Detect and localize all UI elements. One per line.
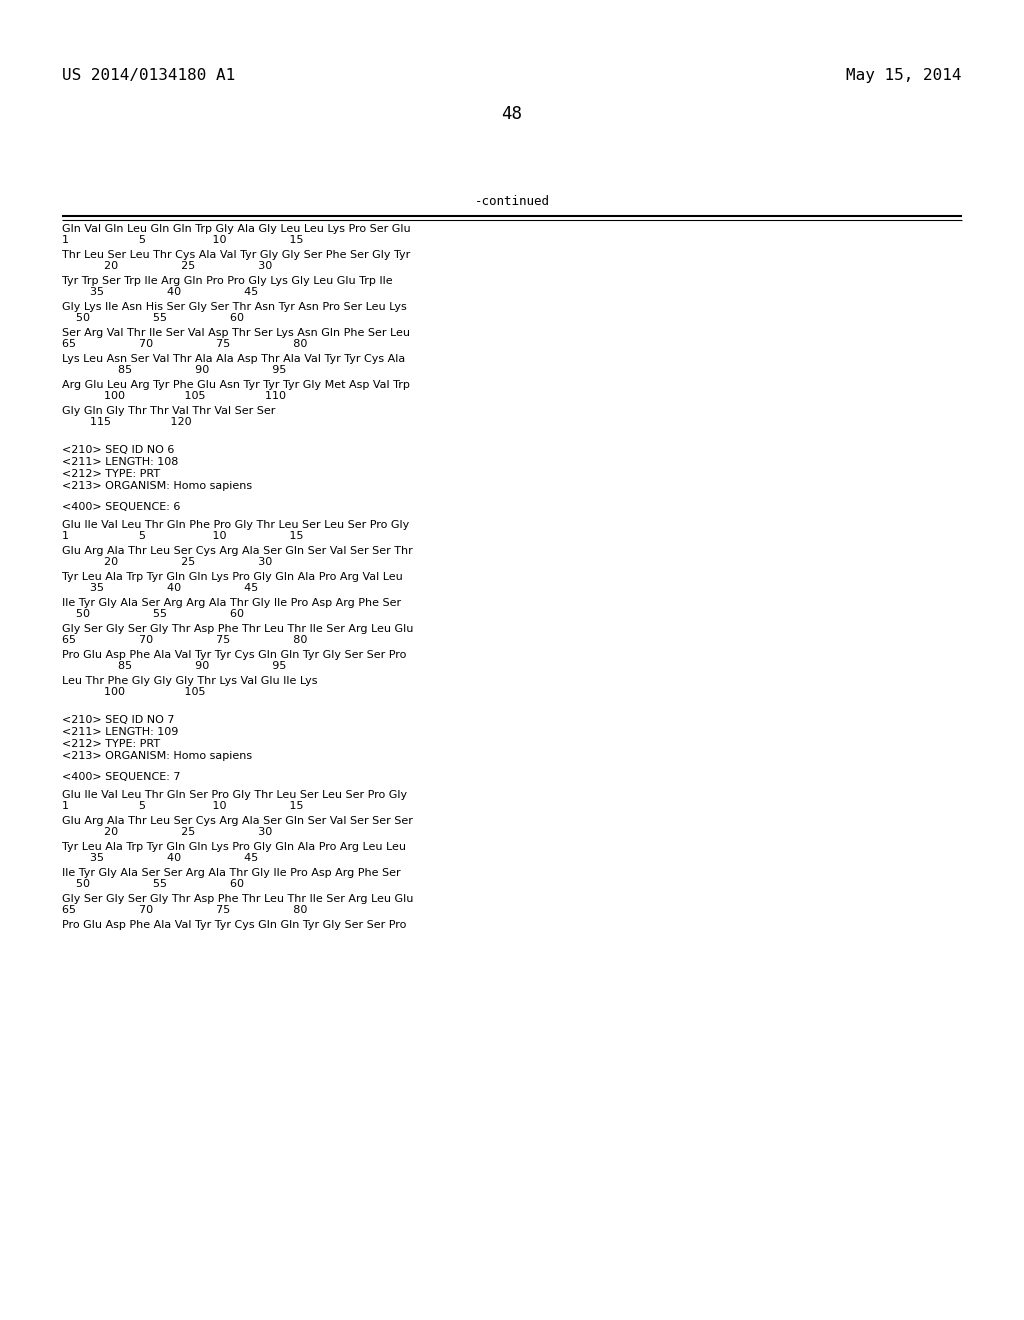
- Text: Gln Val Gln Leu Gln Gln Trp Gly Ala Gly Leu Leu Lys Pro Ser Glu: Gln Val Gln Leu Gln Gln Trp Gly Ala Gly …: [62, 224, 411, 234]
- Text: <212> TYPE: PRT: <212> TYPE: PRT: [62, 739, 160, 748]
- Text: 65                  70                  75                  80: 65 70 75 80: [62, 635, 307, 645]
- Text: <212> TYPE: PRT: <212> TYPE: PRT: [62, 469, 160, 479]
- Text: <210> SEQ ID NO 7: <210> SEQ ID NO 7: [62, 715, 174, 725]
- Text: Lys Leu Asn Ser Val Thr Ala Ala Asp Thr Ala Val Tyr Tyr Cys Ala: Lys Leu Asn Ser Val Thr Ala Ala Asp Thr …: [62, 354, 406, 364]
- Text: 65                  70                  75                  80: 65 70 75 80: [62, 906, 307, 915]
- Text: Thr Leu Ser Leu Thr Cys Ala Val Tyr Gly Gly Ser Phe Ser Gly Tyr: Thr Leu Ser Leu Thr Cys Ala Val Tyr Gly …: [62, 249, 411, 260]
- Text: <211> LENGTH: 109: <211> LENGTH: 109: [62, 727, 178, 737]
- Text: 100                 105: 100 105: [62, 686, 206, 697]
- Text: 20                  25                  30: 20 25 30: [62, 557, 272, 568]
- Text: 115                 120: 115 120: [62, 417, 191, 426]
- Text: 50                  55                  60: 50 55 60: [62, 313, 244, 323]
- Text: Ile Tyr Gly Ala Ser Ser Arg Ala Thr Gly Ile Pro Asp Arg Phe Ser: Ile Tyr Gly Ala Ser Ser Arg Ala Thr Gly …: [62, 869, 400, 878]
- Text: 35                  40                  45: 35 40 45: [62, 286, 258, 297]
- Text: 50                  55                  60: 50 55 60: [62, 609, 244, 619]
- Text: <400> SEQUENCE: 6: <400> SEQUENCE: 6: [62, 502, 180, 512]
- Text: 65                  70                  75                  80: 65 70 75 80: [62, 339, 307, 348]
- Text: <400> SEQUENCE: 7: <400> SEQUENCE: 7: [62, 772, 180, 781]
- Text: 100                 105                 110: 100 105 110: [62, 391, 286, 401]
- Text: Tyr Trp Ser Trp Ile Arg Gln Pro Pro Gly Lys Gly Leu Glu Trp Ile: Tyr Trp Ser Trp Ile Arg Gln Pro Pro Gly …: [62, 276, 392, 286]
- Text: May 15, 2014: May 15, 2014: [847, 69, 962, 83]
- Text: Leu Thr Phe Gly Gly Gly Thr Lys Val Glu Ile Lys: Leu Thr Phe Gly Gly Gly Thr Lys Val Glu …: [62, 676, 317, 686]
- Text: 50                  55                  60: 50 55 60: [62, 879, 244, 888]
- Text: 85                  90                  95: 85 90 95: [62, 366, 287, 375]
- Text: <210> SEQ ID NO 6: <210> SEQ ID NO 6: [62, 445, 174, 455]
- Text: Glu Arg Ala Thr Leu Ser Cys Arg Ala Ser Gln Ser Val Ser Ser Ser: Glu Arg Ala Thr Leu Ser Cys Arg Ala Ser …: [62, 816, 413, 826]
- Text: 20                  25                  30: 20 25 30: [62, 828, 272, 837]
- Text: <213> ORGANISM: Homo sapiens: <213> ORGANISM: Homo sapiens: [62, 480, 252, 491]
- Text: 35                  40                  45: 35 40 45: [62, 853, 258, 863]
- Text: Gly Ser Gly Ser Gly Thr Asp Phe Thr Leu Thr Ile Ser Arg Leu Glu: Gly Ser Gly Ser Gly Thr Asp Phe Thr Leu …: [62, 894, 414, 904]
- Text: 85                  90                  95: 85 90 95: [62, 661, 287, 671]
- Text: 35                  40                  45: 35 40 45: [62, 583, 258, 593]
- Text: 1                    5                   10                  15: 1 5 10 15: [62, 235, 303, 246]
- Text: Glu Ile Val Leu Thr Gln Phe Pro Gly Thr Leu Ser Leu Ser Pro Gly: Glu Ile Val Leu Thr Gln Phe Pro Gly Thr …: [62, 520, 410, 531]
- Text: Tyr Leu Ala Trp Tyr Gln Gln Lys Pro Gly Gln Ala Pro Arg Leu Leu: Tyr Leu Ala Trp Tyr Gln Gln Lys Pro Gly …: [62, 842, 406, 851]
- Text: Gly Ser Gly Ser Gly Thr Asp Phe Thr Leu Thr Ile Ser Arg Leu Glu: Gly Ser Gly Ser Gly Thr Asp Phe Thr Leu …: [62, 624, 414, 634]
- Text: Ser Arg Val Thr Ile Ser Val Asp Thr Ser Lys Asn Gln Phe Ser Leu: Ser Arg Val Thr Ile Ser Val Asp Thr Ser …: [62, 327, 410, 338]
- Text: Ile Tyr Gly Ala Ser Arg Arg Ala Thr Gly Ile Pro Asp Arg Phe Ser: Ile Tyr Gly Ala Ser Arg Arg Ala Thr Gly …: [62, 598, 401, 609]
- Text: 20                  25                  30: 20 25 30: [62, 261, 272, 271]
- Text: Gly Gln Gly Thr Thr Val Thr Val Ser Ser: Gly Gln Gly Thr Thr Val Thr Val Ser Ser: [62, 407, 275, 416]
- Text: Tyr Leu Ala Trp Tyr Gln Gln Lys Pro Gly Gln Ala Pro Arg Val Leu: Tyr Leu Ala Trp Tyr Gln Gln Lys Pro Gly …: [62, 572, 402, 582]
- Text: Pro Glu Asp Phe Ala Val Tyr Tyr Cys Gln Gln Tyr Gly Ser Ser Pro: Pro Glu Asp Phe Ala Val Tyr Tyr Cys Gln …: [62, 920, 407, 931]
- Text: 1                    5                   10                  15: 1 5 10 15: [62, 531, 303, 541]
- Text: <213> ORGANISM: Homo sapiens: <213> ORGANISM: Homo sapiens: [62, 751, 252, 762]
- Text: 1                    5                   10                  15: 1 5 10 15: [62, 801, 303, 810]
- Text: Gly Lys Ile Asn His Ser Gly Ser Thr Asn Tyr Asn Pro Ser Leu Lys: Gly Lys Ile Asn His Ser Gly Ser Thr Asn …: [62, 302, 407, 312]
- Text: Pro Glu Asp Phe Ala Val Tyr Tyr Cys Gln Gln Tyr Gly Ser Ser Pro: Pro Glu Asp Phe Ala Val Tyr Tyr Cys Gln …: [62, 649, 407, 660]
- Text: Glu Ile Val Leu Thr Gln Ser Pro Gly Thr Leu Ser Leu Ser Pro Gly: Glu Ile Val Leu Thr Gln Ser Pro Gly Thr …: [62, 789, 408, 800]
- Text: <211> LENGTH: 108: <211> LENGTH: 108: [62, 457, 178, 467]
- Text: -continued: -continued: [474, 195, 550, 209]
- Text: Glu Arg Ala Thr Leu Ser Cys Arg Ala Ser Gln Ser Val Ser Ser Thr: Glu Arg Ala Thr Leu Ser Cys Arg Ala Ser …: [62, 546, 413, 556]
- Text: 48: 48: [502, 106, 522, 123]
- Text: Arg Glu Leu Arg Tyr Phe Glu Asn Tyr Tyr Tyr Gly Met Asp Val Trp: Arg Glu Leu Arg Tyr Phe Glu Asn Tyr Tyr …: [62, 380, 410, 389]
- Text: US 2014/0134180 A1: US 2014/0134180 A1: [62, 69, 236, 83]
